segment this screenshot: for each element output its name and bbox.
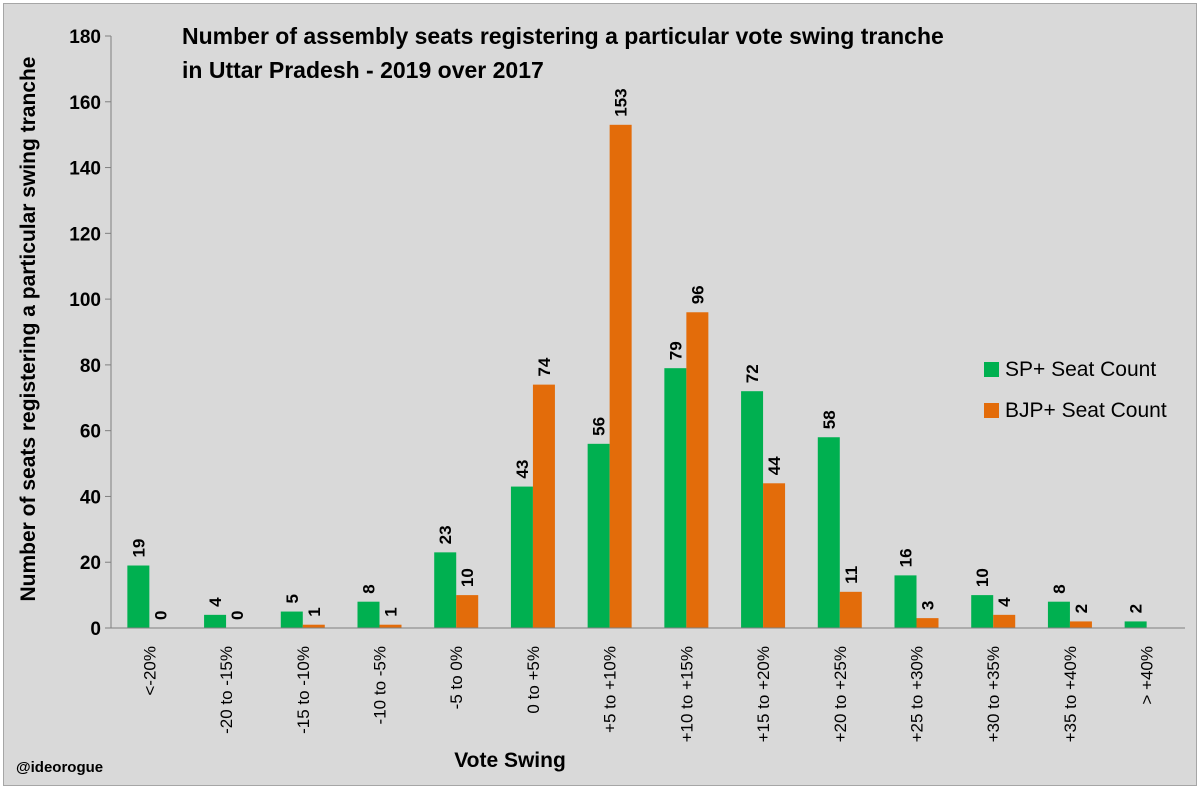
y-tick-label: 60 [80, 422, 101, 443]
y-tick-label: 140 [69, 159, 101, 180]
sp-data-label: 19 [129, 539, 148, 558]
sp-data-label: 79 [666, 341, 685, 360]
bjp-data-label: 74 [535, 357, 554, 376]
y-tick-label: 180 [69, 27, 101, 48]
x-tick-label: 0 to +5% [524, 646, 543, 714]
bjp-bar [456, 595, 479, 628]
y-axis-label: Number of seats registering a particular… [17, 57, 40, 602]
bjp-bar [763, 483, 786, 628]
sp-bar [894, 575, 917, 628]
bars [127, 124, 1147, 629]
x-tick-label: +20 to +25% [831, 646, 850, 742]
legend-swatch-sp [984, 362, 999, 377]
legend: SP+ Seat Count BJP+ Seat Count [984, 358, 1167, 422]
x-tick-label: -10 to -5% [371, 646, 390, 724]
sp-bar [127, 565, 150, 628]
bjp-bar [302, 624, 325, 628]
bjp-bar [839, 591, 862, 628]
y-tick-label: 20 [80, 553, 101, 574]
bjp-bar [686, 312, 709, 628]
sp-data-label: 16 [897, 548, 916, 567]
x-tick-label: +35 to +40% [1061, 646, 1080, 742]
sp-data-label: 10 [973, 568, 992, 587]
bjp-data-label: 96 [688, 285, 707, 304]
sp-bar [280, 611, 303, 628]
x-tick-label: -5 to 0% [447, 646, 466, 709]
y-tick-label: 80 [80, 356, 101, 377]
bar-chart: Number of assembly seats registering a p… [16, 23, 1185, 776]
bjp-data-label: 10 [458, 568, 477, 587]
legend-label-bjp: BJP+ Seat Count [1005, 399, 1167, 422]
x-tick-label: +5 to +10% [601, 646, 620, 733]
sp-bar [971, 595, 994, 628]
sp-bar [741, 391, 764, 628]
bjp-bar [379, 624, 402, 628]
bjp-bar [993, 614, 1016, 628]
x-tick-label: > +40% [1138, 646, 1157, 705]
x-tick-label: -15 to -10% [294, 646, 313, 734]
sp-bar [204, 614, 227, 628]
bjp-bar [532, 384, 555, 628]
legend-swatch-bjp [984, 403, 999, 418]
bjp-data-label: 2 [1072, 604, 1091, 613]
sp-data-label: 72 [743, 364, 762, 383]
bjp-bar [609, 124, 632, 629]
sp-data-label: 4 [206, 597, 225, 607]
x-tick-label: +25 to +30% [908, 646, 927, 742]
sp-data-label: 8 [360, 584, 379, 593]
x-axis-ticks: <-20% -20 to -15% -15 to -10% -10 to -5% -5 … [140, 646, 1156, 742]
chart-title-line1: Number of assembly seats registering a p… [182, 23, 944, 49]
y-tick-label: 160 [69, 93, 101, 114]
sp-data-label: 8 [1050, 584, 1069, 593]
x-tick-label: +15 to +20% [754, 646, 773, 742]
y-tick-label: 100 [69, 290, 101, 311]
sp-bar [664, 368, 687, 628]
x-tick-label: -20 to -15% [217, 646, 236, 734]
x-axis-label: Vote Swing [454, 749, 566, 772]
bjp-data-label: 0 [151, 611, 170, 620]
x-tick-label: <-20% [140, 646, 159, 696]
chart-frame: Number of assembly seats registering a p… [3, 3, 1197, 786]
sp-bar [1047, 601, 1070, 628]
bjp-data-label: 4 [995, 597, 1014, 607]
bjp-data-label: 1 [382, 607, 401, 616]
sp-data-label: 5 [283, 594, 302, 603]
legend-label-sp: SP+ Seat Count [1005, 358, 1156, 381]
bjp-bar [1069, 621, 1092, 628]
sp-data-label: 43 [513, 460, 532, 479]
bjp-data-label: 0 [228, 611, 247, 620]
sp-data-label: 23 [436, 525, 455, 544]
sp-data-label: 56 [590, 417, 609, 436]
y-tick-label: 0 [90, 619, 101, 640]
sp-bar [357, 601, 380, 628]
chart-title-line2: in Uttar Pradesh - 2019 over 2017 [182, 57, 544, 83]
sp-bar [817, 437, 840, 628]
credit-handle: @ideorogue [16, 759, 103, 776]
sp-bar [510, 486, 533, 628]
bjp-data-label: 153 [612, 88, 631, 116]
bjp-data-label: 1 [305, 607, 324, 616]
sp-data-label: 58 [820, 410, 839, 429]
x-tick-label: +30 to +35% [984, 646, 1003, 742]
bjp-data-label: 3 [919, 601, 938, 610]
sp-bar [434, 552, 457, 628]
sp-data-label: 2 [1127, 604, 1146, 613]
bjp-bar [916, 618, 939, 628]
sp-bar [587, 443, 610, 628]
x-tick-label: +10 to +15% [677, 646, 696, 742]
sp-bar [1124, 621, 1147, 628]
bjp-data-label: 11 [842, 566, 861, 584]
bjp-data-label: 44 [765, 456, 784, 475]
y-tick-label: 120 [69, 224, 101, 245]
y-axis-ticks: 0 20 40 60 80 100 120 140 160 180 [69, 27, 111, 640]
y-tick-label: 40 [80, 487, 101, 508]
